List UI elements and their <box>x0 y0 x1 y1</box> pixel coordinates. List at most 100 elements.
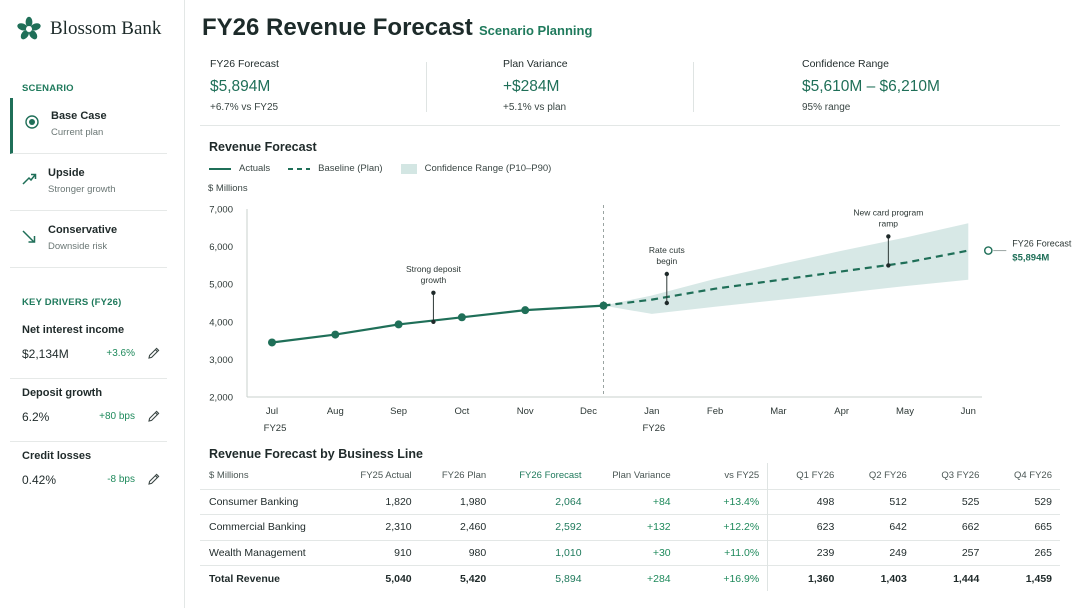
cell-q3: 1,444 <box>914 565 988 591</box>
cell-vs-fy25: +11.0% <box>678 539 768 566</box>
scenario-heading: SCENARIO <box>22 83 74 94</box>
forecast-end-point <box>984 246 993 255</box>
brand[interactable]: Blossom Bank <box>16 16 161 42</box>
x-tick-label: Jun <box>961 406 976 417</box>
kpi-plan-variance: Plan Variance +$284M +5.1% vs plan <box>503 58 568 116</box>
cell-q2: 1,403 <box>842 565 915 591</box>
annotation-label: begin <box>656 256 677 266</box>
x-tick-label: Jul <box>266 406 278 417</box>
legend-actuals[interactable]: Actuals <box>209 163 270 174</box>
driver-delta: +3.6% <box>106 348 135 359</box>
table-row[interactable]: Commercial Banking 2,310 2,460 2,592 +13… <box>200 514 1060 540</box>
cell-fy26-plan: 1,980 <box>419 488 495 515</box>
cell-fy25-actual: 1,820 <box>340 488 420 515</box>
actuals-line <box>271 304 604 344</box>
x-tick-label: Aug <box>327 406 344 417</box>
pencil-icon[interactable] <box>147 409 161 423</box>
driver-name: Deposit growth <box>22 387 103 399</box>
kpi-value: $5,894M <box>210 78 271 95</box>
annotation-label: Rate cuts <box>649 245 685 255</box>
drivers-heading: KEY DRIVERS (FY26) <box>22 297 122 308</box>
kpi-fy26-forecast: FY26 Forecast $5,894M +6.7% vs FY25 <box>210 58 279 116</box>
table-row[interactable]: Consumer Banking 1,820 1,980 2,064 +84 +… <box>200 488 1060 515</box>
cell-vs-fy25: +16.9% <box>678 565 768 591</box>
cell-fy26-forecast: 2,064 <box>494 488 590 515</box>
driver-deposit-growth: Deposit growth 6.2% +80 bps <box>10 379 167 442</box>
actuals-point <box>268 338 276 347</box>
page-subtitle[interactable]: Scenario Planning <box>479 23 593 38</box>
revenue-table: $ Millions FY25 Actual FY26 Plan FY26 Fo… <box>200 463 1060 591</box>
cell-fy25-actual: 5,040 <box>340 565 420 591</box>
cell-q2: 512 <box>842 488 915 515</box>
cell-q1: 1,360 <box>767 565 843 591</box>
arrow-down-right-icon <box>22 230 36 243</box>
cell-fy26-plan: 5,420 <box>419 565 495 591</box>
solid-line-swatch <box>209 167 231 170</box>
scenario-subtitle: Stronger growth <box>48 184 116 195</box>
fy26-label: FY26 <box>642 423 665 434</box>
col-header-plan-variance[interactable]: Plan Variance <box>612 470 671 482</box>
kpi-note: 95% range <box>802 102 851 113</box>
col-header-q1[interactable]: Q1 FY26 <box>767 463 843 489</box>
col-header-q2[interactable]: Q2 FY26 <box>868 470 907 482</box>
pencil-icon[interactable] <box>147 346 161 360</box>
cell-fy26-plan: 980 <box>419 539 495 566</box>
cell-fy26-forecast: 5,894 <box>494 565 590 591</box>
kpi-divider <box>426 62 427 112</box>
kpi-label: FY26 Forecast <box>210 58 279 70</box>
actuals-point <box>521 306 530 315</box>
cell-vs-fy25: +12.2% <box>678 514 768 540</box>
scenario-upside[interactable]: Upside Stronger growth <box>10 155 167 211</box>
scenario-base-case[interactable]: Base Case Current plan <box>10 98 167 154</box>
scenario-subtitle: Downside risk <box>48 241 108 252</box>
table-header-row: $ Millions FY25 Actual FY26 Plan FY26 Fo… <box>200 463 1060 489</box>
annotation-anchor <box>431 319 436 324</box>
cell-q4: 265 <box>987 539 1060 566</box>
driver-value: 6.2% <box>22 410 50 424</box>
scenario-conservative[interactable]: Conservative Downside risk <box>10 212 167 268</box>
cell-q4: 665 <box>987 514 1060 540</box>
chart-title: Revenue Forecast <box>209 140 317 154</box>
cell-plan-variance: +132 <box>589 514 679 540</box>
annotation-label: ramp <box>879 218 899 228</box>
cell-q1: 498 <box>767 488 843 515</box>
revenue-forecast-chart: 2,000 3,000 4,000 5,000 6,000 7,000 Jul Aug Sep O… <box>209 205 1072 435</box>
cell-business-line: Consumer Banking <box>200 488 341 515</box>
scenario-title: Conservative <box>48 224 118 236</box>
col-header-q4[interactable]: Q4 FY26 <box>1013 470 1052 482</box>
cell-plan-variance: +284 <box>589 565 679 591</box>
page-title: FY26 Revenue Forecast <box>202 14 473 41</box>
radio-selected-icon <box>25 115 39 129</box>
scenario-title: Upside <box>48 167 85 179</box>
cell-q2: 249 <box>842 539 915 566</box>
y-tick-label: 7,000 <box>209 205 233 216</box>
cell-plan-variance: +30 <box>589 539 679 566</box>
chart-legend: Actuals Baseline (Plan) Confidence Range… <box>209 163 561 174</box>
legend-label: Actuals <box>239 163 271 174</box>
table-total-row[interactable]: Total Revenue 5,040 5,420 5,894 +284 +16… <box>200 565 1060 591</box>
forecast-end-label: FY26 Forecast <box>1012 239 1072 249</box>
cell-business-line: Commercial Banking <box>200 514 341 540</box>
kpi-value: +$284M <box>503 78 560 95</box>
x-tick-label: Feb <box>707 406 723 417</box>
scenario-subtitle: Current plan <box>51 127 104 138</box>
cell-fy25-actual: 2,310 <box>340 514 420 540</box>
col-header-fy25-actual[interactable]: FY25 Actual <box>360 470 412 482</box>
table-row[interactable]: Wealth Management 910 980 1,010 +30 +11.… <box>200 539 1060 566</box>
legend-label: Baseline (Plan) <box>318 163 383 174</box>
annotation-dot <box>431 290 436 295</box>
legend-confidence-band[interactable]: Confidence Range (P10–P90) <box>400 163 552 174</box>
col-header-q3[interactable]: Q3 FY26 <box>941 470 980 482</box>
actuals-point <box>599 301 608 310</box>
pencil-icon[interactable] <box>147 472 161 486</box>
annotation-dot <box>886 234 891 239</box>
cell-q1: 239 <box>767 539 843 566</box>
y-tick-label: 6,000 <box>209 242 233 253</box>
col-header-fy26-forecast[interactable]: FY26 Forecast <box>519 470 582 482</box>
legend-label: Confidence Range (P10–P90) <box>424 163 552 174</box>
annotation-label: New card program <box>853 207 923 217</box>
legend-baseline[interactable]: Baseline (Plan) <box>288 163 383 174</box>
col-header-vs-fy25[interactable]: vs FY25 <box>724 470 760 482</box>
col-header-fy26-plan[interactable]: FY26 Plan <box>441 470 487 482</box>
y-tick-label: 5,000 <box>209 280 233 291</box>
